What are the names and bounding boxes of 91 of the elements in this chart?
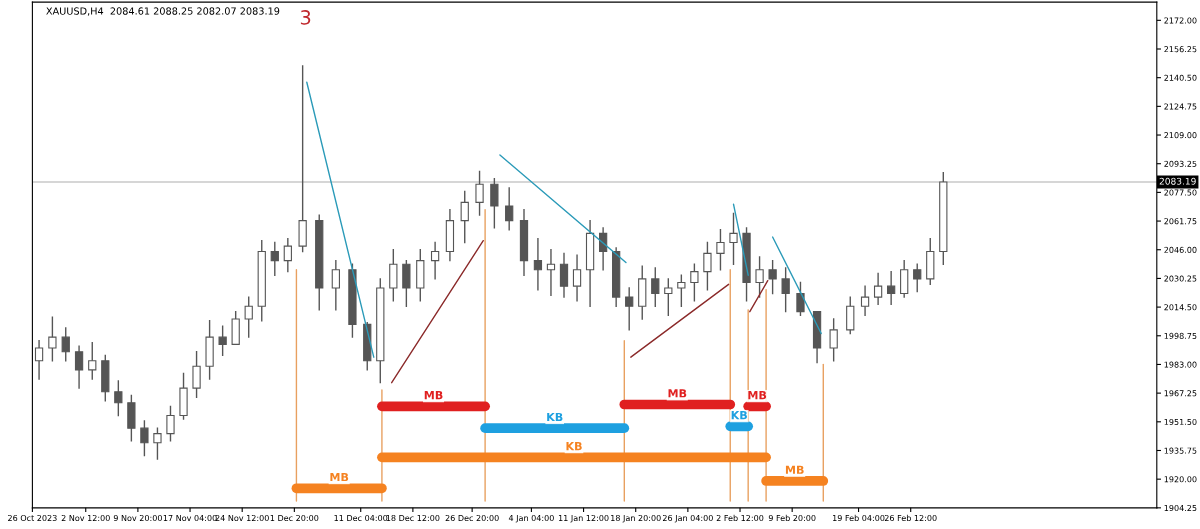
y-tick-label: 2030.25 [1164,275,1197,282]
candlestick [153,427,162,460]
x-tick-label: 1 Dec 20:00 [270,514,319,522]
y-tick-label: 2061.75 [1164,218,1197,225]
candlestick [533,238,543,291]
y-tick-label: 1983.00 [1164,361,1197,368]
x-tick-label: 18 Jan 20:00 [611,514,661,523]
candlestick [270,241,279,276]
y-tick-label: 1904.25 [1164,504,1197,512]
x-tick-label: 26 Dec 20:00 [445,514,499,522]
series-label: MB [748,391,767,400]
candlestick [61,327,70,362]
candlestick [34,340,44,380]
ref-line-label: 2083.19 [1159,177,1196,185]
candlestick [389,249,398,302]
x-tick-label: 26 Jan 04:00 [662,514,713,523]
x-tick-label: 9 Feb 20:00 [768,514,816,522]
y-tick-label: 2109.00 [1164,132,1197,139]
x-tick-label: 17 Nov 04:00 [163,514,217,522]
x-tick-label: 18 Dec 12:00 [386,514,440,522]
candlestick [729,212,738,266]
x-tick-label: 9 Nov 20:00 [113,514,162,522]
candlestick [651,267,660,307]
y-tick-label: 2156.25 [1164,46,1197,53]
x-tick-label: 24 Nov 12:00 [215,514,269,522]
candlestick [490,178,499,229]
candlestick [430,241,440,280]
candlestick [192,351,201,398]
candlestick [829,318,838,362]
candlestick [475,170,484,216]
candlestick [244,296,253,338]
x-tick-label: 2 Feb 12:00 [716,514,764,522]
y-tick-label: 2014.50 [1164,304,1197,311]
x-tick-label: 11 Dec 04:00 [334,514,388,522]
series-label: MB [330,472,349,482]
candlestick [283,238,292,273]
candlestick [625,287,634,331]
candlestick [677,274,686,307]
candlestick [331,259,340,311]
candlestick [88,341,97,380]
x-tick-label: 19 Feb 04:00 [833,514,885,522]
y-tick-label: 1967.25 [1164,390,1197,397]
candlestick [900,259,909,298]
candlestick [755,256,764,298]
candlestick [703,241,712,291]
x-tick-label: 26 Oct 2023 [8,514,57,522]
candlestick [860,285,870,316]
candlestick [505,187,514,231]
candlestick [781,267,790,313]
y-tick-label: 2046.00 [1164,246,1197,253]
candlestick [460,190,469,244]
series-label: KB [731,411,747,420]
candlestick [48,316,57,362]
candlestick [846,296,855,335]
y-tick-label: 1951.50 [1164,418,1197,425]
y-tick-label: 1935.75 [1164,447,1197,454]
series-label: MB [785,465,804,474]
y-tick-label: 2172.00 [1164,17,1197,24]
candlestick [559,252,569,298]
candlestick [166,405,175,442]
y-tick-label: 1998.75 [1164,332,1197,339]
chart-title: XAUUSD,H4 2084.61 2088.25 2082.07 2083.19 [46,7,280,16]
x-tick-label: 2 Nov 12:00 [61,514,110,522]
candlestick [664,278,673,316]
x-tick-label: 4 Jan 04:00 [508,514,554,523]
candlestick [114,380,123,417]
candlestick [402,259,411,307]
y-tick-label: 2140.50 [1164,74,1197,81]
candlestick [796,281,805,316]
candlestick [873,272,883,306]
x-tick-label: 26 Feb 12:00 [884,514,937,522]
annotation: 3 [300,10,311,25]
x-tick-label: 11 Jan 12:00 [558,514,609,523]
candlestick [572,254,582,302]
candlestick [887,270,896,306]
y-tick-label: 2093.25 [1164,160,1197,167]
y-tick-label: 2124.75 [1164,103,1197,110]
series-label: MB [424,391,443,400]
series-label: KB [566,442,582,451]
candlestick [768,259,777,295]
series-label: MB [668,389,687,398]
candlestick [74,345,84,389]
candlestick [218,325,227,357]
candlestick [716,229,725,271]
candlestick [140,420,149,457]
y-tick-label: 2077.50 [1164,189,1197,196]
candlestick [913,263,922,293]
y-tick-label: 1920.00 [1164,476,1197,483]
series-label: KB [547,412,563,422]
candlestick [546,249,556,296]
candlestick [690,263,699,302]
